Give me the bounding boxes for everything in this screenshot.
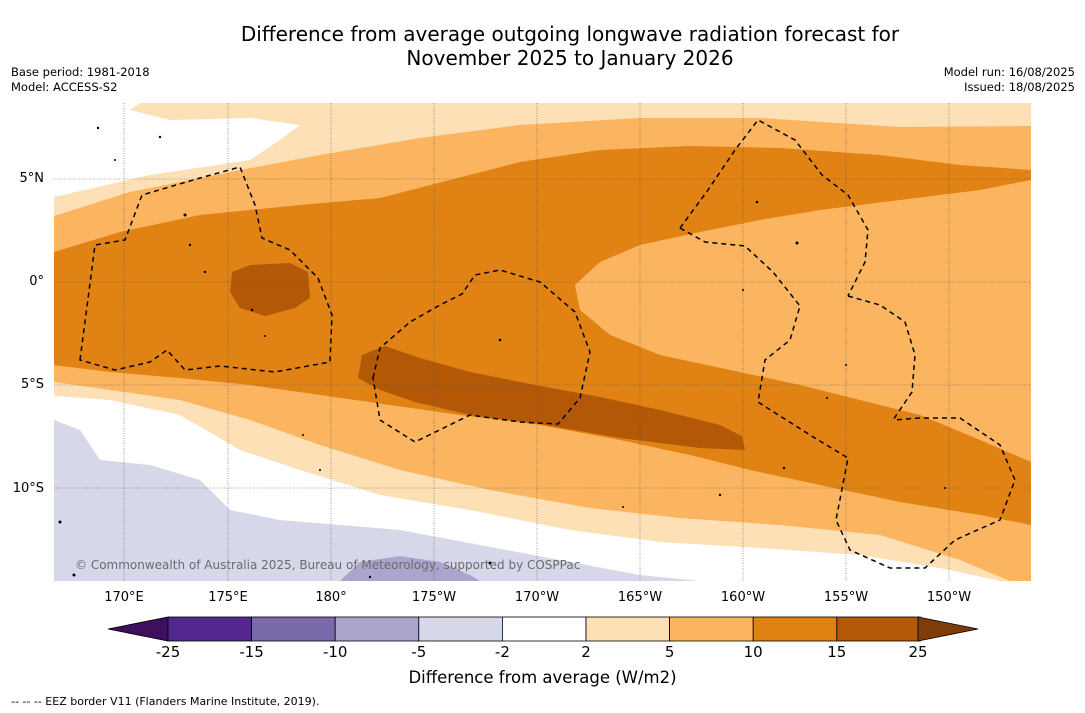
lat-label-0: 0° (29, 274, 44, 289)
lon-label-150w: 150°W (926, 590, 972, 605)
lon-label-170w: 170°W (514, 590, 560, 605)
lon-label-170e: 170°E (104, 590, 144, 605)
lon-label-160w: 160°W (720, 590, 766, 605)
title-line-2: November 2025 to January 2026 (406, 46, 734, 70)
colorbar-bin-3 (334, 616, 420, 642)
lat-label-5n: 5°N (19, 171, 45, 186)
colorbar-tick-15: 15 (827, 643, 847, 661)
colorbar-bin-7 (669, 616, 754, 642)
colorbar-bin-6 (585, 616, 670, 642)
colorbar (107, 616, 979, 642)
colorbar-tick-10: 10 (743, 643, 763, 661)
contour-10to15 (54, 146, 1031, 525)
colorbar-tick-25: 25 (908, 643, 928, 661)
lat-label-10s: 10°S (12, 481, 44, 496)
colorbar-bin-8 (752, 616, 838, 642)
graticule (54, 103, 1031, 581)
contour-minus10 (340, 556, 480, 581)
lon-label-175e: 175°E (208, 590, 248, 605)
meta-left: Base period: 1981-2018 Model: ACCESS-S2 (11, 65, 150, 94)
title-line-1: Difference from average outgoing longwav… (240, 22, 900, 46)
colorbar-bin-2 (251, 616, 336, 642)
copyright-notice: © Commonwealth of Australia 2025, Bureau… (75, 558, 581, 572)
lon-label-155w: 155°W (823, 590, 869, 605)
lon-label-180: 180° (315, 590, 347, 605)
colorbar-tick-minus25: -25 (155, 643, 181, 661)
chart-title: Difference from average outgoing longwav… (0, 22, 1085, 70)
eez-borders (79, 119, 1016, 569)
colorbar-tick-5: 5 (664, 643, 675, 661)
map-area (54, 103, 1031, 581)
lon-label-175w: 175°W (411, 590, 457, 605)
colorbar-extend-low (107, 616, 169, 642)
colorbar-tick-minus15: -15 (239, 643, 264, 661)
model-name: Model: ACCESS-S2 (11, 79, 118, 94)
colorbar-bin-1 (167, 616, 252, 642)
colorbar-title: Difference from average (W/m2) (408, 668, 677, 687)
lon-label-165w: 165°W (617, 590, 663, 605)
islands (58, 126, 946, 579)
colorbar-tick-2: 2 (581, 643, 591, 661)
colorbar-tick-minus10: -10 (322, 643, 348, 661)
contour-15to25-west (230, 263, 310, 316)
colorbar-bin-4 (418, 616, 503, 642)
colorbar-tick-minus5: -5 (411, 643, 427, 661)
lat-label-5s: 5°S (20, 377, 44, 392)
colorbar-tick-minus2: -2 (494, 643, 510, 661)
colorbar-extend-high (917, 616, 979, 642)
base-period: Base period: 1981-2018 (11, 65, 150, 79)
meta-right: Model run: 16/08/2025 Issued: 18/08/2025 (944, 65, 1075, 94)
colorbar-bin-9 (836, 616, 921, 642)
colorbar-bin-5 (501, 616, 587, 642)
model-run: Model run: 16/08/2025 (943, 65, 1075, 79)
issued-date: Issued: 18/08/2025 (964, 79, 1075, 94)
contour-15to25-central (358, 346, 745, 450)
contour-minus5 (54, 420, 700, 581)
eez-legend-note: -- -- -- EEZ border V11 (Flanders Marine… (11, 695, 320, 708)
